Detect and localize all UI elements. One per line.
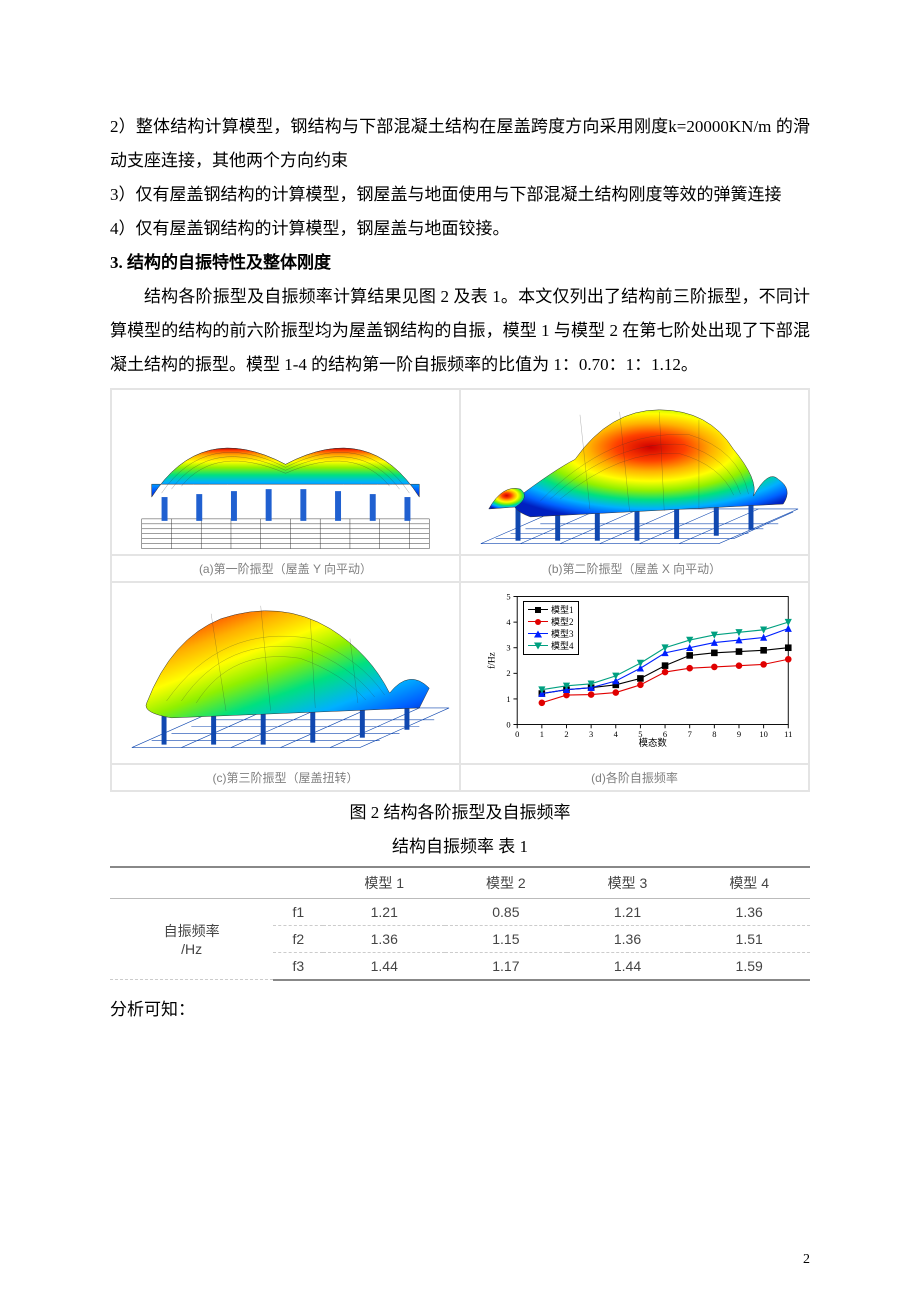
section-heading-3: 3. 结构的自振特性及整体刚度 (110, 246, 810, 280)
table-cell: 1.36 (323, 925, 445, 952)
table-cell: f3 (273, 952, 323, 980)
svg-text:11: 11 (784, 728, 792, 738)
mode-shape-a (112, 390, 459, 554)
svg-text:模态数: 模态数 (639, 737, 668, 749)
svg-text:f/Hz: f/Hz (487, 652, 498, 669)
table-1: 模型 1模型 2模型 3模型 4 自振频率 /Hzf11.210.851.211… (110, 866, 810, 981)
figure-2-caption: 图 2 结构各阶振型及自振频率 (110, 796, 810, 830)
table-cell: 1.44 (567, 952, 689, 980)
table-header-cell: 模型 4 (688, 867, 810, 899)
section-3-body: 结构各阶振型及自振频率计算结果见图 2 及表 1。本文仅列出了结构前三阶振型，不… (110, 280, 810, 382)
svg-text:2: 2 (564, 728, 568, 738)
svg-text:4: 4 (506, 617, 511, 627)
svg-text:1: 1 (540, 728, 544, 738)
table-cell: 1.59 (688, 952, 810, 980)
para-item-2: 2）整体结构计算模型，钢结构与下部混凝土结构在屋盖跨度方向采用刚度k=20000… (110, 110, 810, 178)
figure-2-panel-a-label: (a)第一阶振型（屋盖 Y 向平动） (112, 554, 459, 581)
table-row: 自振频率 /Hzf11.210.851.211.36 (110, 898, 810, 925)
table-cell: f1 (273, 898, 323, 925)
after-table-text: 分析可知： (110, 993, 810, 1027)
page-number: 2 (803, 1252, 810, 1268)
svg-text:5: 5 (638, 728, 642, 738)
figure-2-panel-d: 01234567891011012345模态数f/Hz 模型1模型2模型3模型4… (461, 583, 810, 792)
figure-2-panel-a: (a)第一阶振型（屋盖 Y 向平动） (112, 390, 461, 583)
table-cell: f2 (273, 925, 323, 952)
chart-legend: 模型1模型2模型3模型4 (523, 601, 579, 655)
svg-text:1: 1 (506, 693, 510, 703)
legend-item: 模型4 (528, 640, 574, 652)
table-header-cell: 模型 2 (445, 867, 567, 899)
table-header-cell: 模型 1 (323, 867, 445, 899)
figure-2-panel-d-label: (d)各阶自振频率 (461, 763, 808, 790)
svg-text:3: 3 (506, 642, 510, 652)
figure-2-panel-c: (c)第三阶振型（屋盖扭转） (112, 583, 461, 792)
table-cell: 0.85 (445, 898, 567, 925)
svg-text:5: 5 (506, 591, 510, 601)
table-cell: 1.36 (688, 898, 810, 925)
svg-text:2: 2 (506, 668, 510, 678)
svg-text:10: 10 (759, 728, 767, 738)
svg-text:0: 0 (506, 719, 510, 729)
para-item-3: 3）仅有屋盖钢结构的计算模型，钢屋盖与地面使用与下部混凝土结构刚度等效的弹簧连接 (110, 178, 810, 212)
table-1-caption: 结构自振频率 表 1 (110, 830, 810, 864)
figure-2-panel-c-label: (c)第三阶振型（屋盖扭转） (112, 763, 459, 790)
page: 2）整体结构计算模型，钢结构与下部混凝土结构在屋盖跨度方向采用刚度k=20000… (0, 0, 920, 1302)
table-header-cell (273, 867, 323, 899)
svg-text:9: 9 (737, 728, 741, 738)
table-cell: 1.21 (567, 898, 689, 925)
table-cell: 1.51 (688, 925, 810, 952)
svg-text:8: 8 (712, 728, 716, 738)
svg-text:3: 3 (589, 728, 593, 738)
svg-text:7: 7 (688, 728, 692, 738)
table-cell: 1.36 (567, 925, 689, 952)
mode-shape-c (112, 584, 459, 762)
svg-text:4: 4 (614, 728, 619, 738)
table-rowheader: 自振频率 /Hz (110, 898, 273, 980)
legend-item: 模型3 (528, 628, 574, 640)
legend-item: 模型2 (528, 616, 574, 628)
table-cell: 1.15 (445, 925, 567, 952)
table-cell: 1.17 (445, 952, 567, 980)
table-cell: 1.21 (323, 898, 445, 925)
para-item-4: 4）仅有屋盖钢结构的计算模型，钢屋盖与地面铰接。 (110, 212, 810, 246)
mode-shape-b (461, 390, 808, 554)
svg-text:6: 6 (663, 728, 667, 738)
svg-text:0: 0 (515, 728, 519, 738)
table-header-cell (110, 867, 273, 899)
legend-item: 模型1 (528, 604, 574, 616)
table-header-cell: 模型 3 (567, 867, 689, 899)
figure-2-panel-b-label: (b)第二阶振型（屋盖 X 向平动） (461, 554, 808, 581)
table-cell: 1.44 (323, 952, 445, 980)
figure-2-grid: (a)第一阶振型（屋盖 Y 向平动） (110, 388, 810, 792)
frequency-chart: 01234567891011012345模态数f/Hz 模型1模型2模型3模型4 (461, 583, 808, 763)
figure-2-panel-b: (b)第二阶振型（屋盖 X 向平动） (461, 390, 810, 583)
